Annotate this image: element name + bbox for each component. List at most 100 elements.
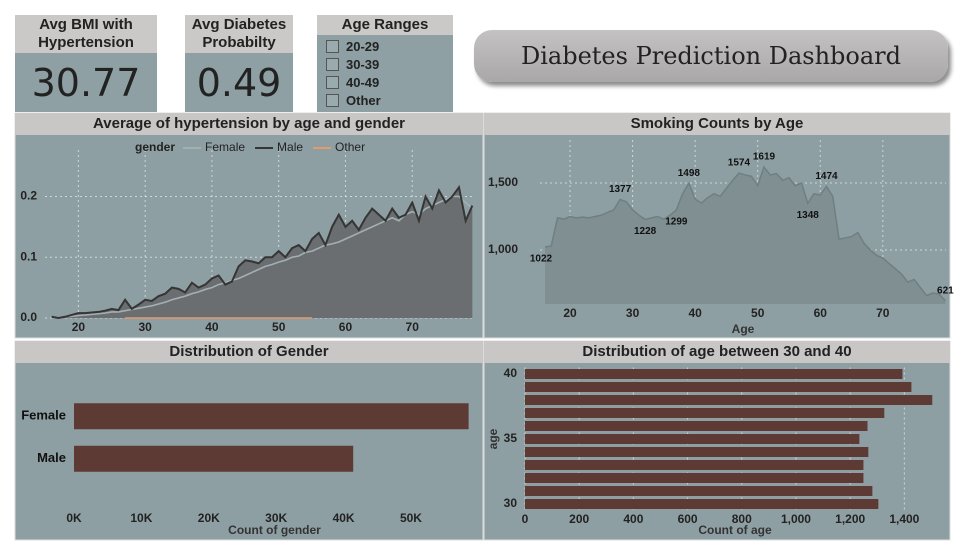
x-tick-label: 60 [814, 306, 828, 320]
slicer-item[interactable]: 40-49 [326, 73, 453, 91]
slicer-item[interactable]: Other [326, 91, 453, 109]
bar [525, 369, 903, 379]
x-axis-title: Age [732, 322, 755, 336]
x-tick-label: 10K [130, 511, 152, 525]
bar [525, 382, 912, 392]
panel [14, 340, 484, 541]
chart-title: Distribution of Gender [169, 343, 328, 360]
panel-header [15, 113, 483, 135]
slicer-label: 40-49 [346, 74, 380, 90]
data-label: 1574 [728, 158, 751, 169]
legend-title: gender [135, 140, 175, 154]
panel-header [15, 341, 483, 363]
checkbox[interactable] [326, 39, 339, 53]
slicer-item[interactable]: 20-29 [326, 37, 453, 55]
bar [525, 460, 864, 470]
checkbox[interactable] [326, 75, 339, 89]
y-tick-label: 0.0 [20, 310, 37, 324]
checkbox[interactable] [326, 93, 339, 107]
series-line [51, 195, 473, 319]
x-tick-label: 30 [626, 306, 640, 320]
x-tick-label: 600 [678, 512, 698, 526]
y-tick-label: 0.2 [20, 189, 37, 203]
bar [525, 447, 869, 457]
data-label: 1022 [530, 254, 553, 265]
y-tick-label: 1,000 [488, 242, 518, 256]
x-tick-label: 0K [66, 511, 82, 525]
x-tick-label: 40 [205, 320, 219, 334]
x-tick-label: 50 [272, 320, 286, 334]
x-tick-label: 20 [72, 320, 86, 334]
x-tick-label: 30 [138, 320, 152, 334]
x-tick-label: 1,000 [781, 512, 811, 526]
x-axis-title: Count of age [698, 523, 772, 537]
panel-header [484, 113, 950, 135]
bar [525, 395, 933, 405]
bar [525, 408, 885, 418]
data-label: 1299 [665, 217, 688, 228]
data-label: 1377 [609, 184, 632, 195]
card-label: Avg Diabetes Probabilty [185, 15, 293, 53]
bar [74, 445, 354, 472]
x-axis-title: Count of gender [228, 523, 321, 537]
x-tick-label: 70 [876, 306, 890, 320]
data-label: 1474 [815, 171, 838, 182]
y-tick-label: 30 [504, 496, 518, 510]
y-tick-label: 35 [504, 431, 518, 445]
y-tick-label: 40 [504, 366, 518, 380]
y-tick-label: Female [21, 408, 66, 423]
slicer-label: Other [346, 92, 381, 108]
data-label: 1228 [634, 226, 657, 237]
x-tick-label: 60 [339, 320, 353, 334]
x-tick-label: 20K [198, 511, 220, 525]
x-tick-label: 20 [563, 306, 577, 320]
y-tick-label: Male [37, 450, 66, 465]
series-area [51, 187, 473, 318]
legend-label: Male [277, 140, 303, 154]
data-label: 621 [937, 285, 954, 296]
x-tick-label: 50 [751, 306, 765, 320]
card-value: 30.77 [15, 53, 157, 112]
dashboard-title: Diabetes Prediction Dashboard [474, 30, 948, 82]
card-label: Avg BMI with Hypertension [15, 15, 157, 53]
y-axis-title: age [486, 428, 500, 449]
chart-title: Distribution of age between 30 and 40 [582, 343, 851, 360]
x-tick-label: 1,200 [835, 512, 865, 526]
x-tick-label: 40 [688, 306, 702, 320]
data-label: 1619 [753, 152, 776, 163]
slicer-label: 30-39 [346, 56, 380, 72]
bar [525, 434, 860, 444]
y-tick-label: 0.1 [20, 249, 37, 263]
bar [525, 486, 873, 496]
x-tick-label: 30K [265, 511, 287, 525]
slicer-label: 20-29 [346, 38, 380, 54]
slicer-list: 20-29 30-39 40-49 Other [317, 35, 453, 109]
legend-label: Female [205, 140, 245, 154]
series-line [51, 184, 474, 320]
bar [74, 403, 469, 430]
bar [525, 473, 864, 483]
chart-title: Smoking Counts by Age [631, 115, 804, 132]
checkbox[interactable] [326, 57, 339, 71]
x-tick-label: 0 [522, 512, 529, 526]
slicer-item[interactable]: 30-39 [326, 55, 453, 73]
bar [525, 499, 879, 509]
chart-title: Average of hypertension by age and gende… [93, 115, 405, 132]
x-tick-label: 400 [623, 512, 643, 526]
x-tick-label: 40K [333, 511, 355, 525]
data-label: 1348 [797, 210, 820, 221]
y-tick-label: 1,500 [488, 175, 518, 189]
slicer-title: Age Ranges [317, 15, 453, 35]
area-line [544, 165, 946, 302]
legend-label: Other [335, 140, 365, 154]
x-tick-label: 70 [406, 320, 420, 334]
x-tick-label: 800 [732, 512, 752, 526]
data-label: 1498 [678, 168, 701, 179]
panel-header [484, 341, 950, 363]
x-tick-label: 200 [569, 512, 589, 526]
x-tick-label: 1,400 [889, 512, 919, 526]
slicer: Age Ranges 20-29 30-39 40-49 Other [317, 15, 453, 112]
x-tick-label: 50K [400, 511, 422, 525]
